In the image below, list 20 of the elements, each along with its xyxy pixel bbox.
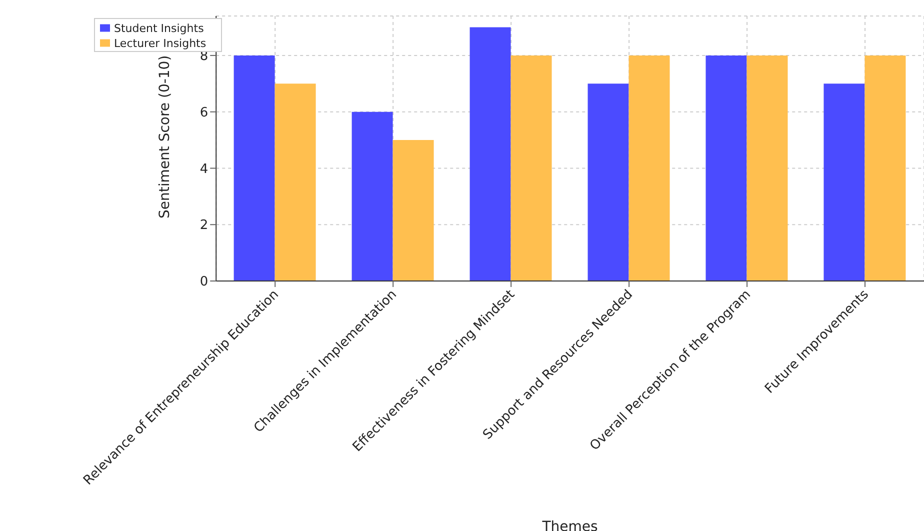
bar <box>510 55 552 281</box>
bar <box>628 55 670 281</box>
y-tick-label: 2 <box>200 218 208 234</box>
bar <box>706 55 747 281</box>
bar <box>746 55 788 281</box>
bar <box>470 27 511 281</box>
bar <box>234 55 275 281</box>
bar <box>352 112 393 281</box>
bar <box>392 140 434 281</box>
bar <box>864 55 906 281</box>
legend-label: Student Insights <box>114 22 204 35</box>
y-tick-label: 6 <box>200 105 208 120</box>
y-tick-label: 4 <box>200 162 208 177</box>
x-axis-title: Themes <box>541 519 598 531</box>
bar <box>824 84 865 281</box>
y-tick-label: 0 <box>200 274 208 290</box>
bar <box>274 84 316 281</box>
y-axis-title: Sentiment Score (0-10) <box>157 55 174 218</box>
bar <box>588 84 629 281</box>
legend-label: Lecturer Insights <box>114 37 206 50</box>
